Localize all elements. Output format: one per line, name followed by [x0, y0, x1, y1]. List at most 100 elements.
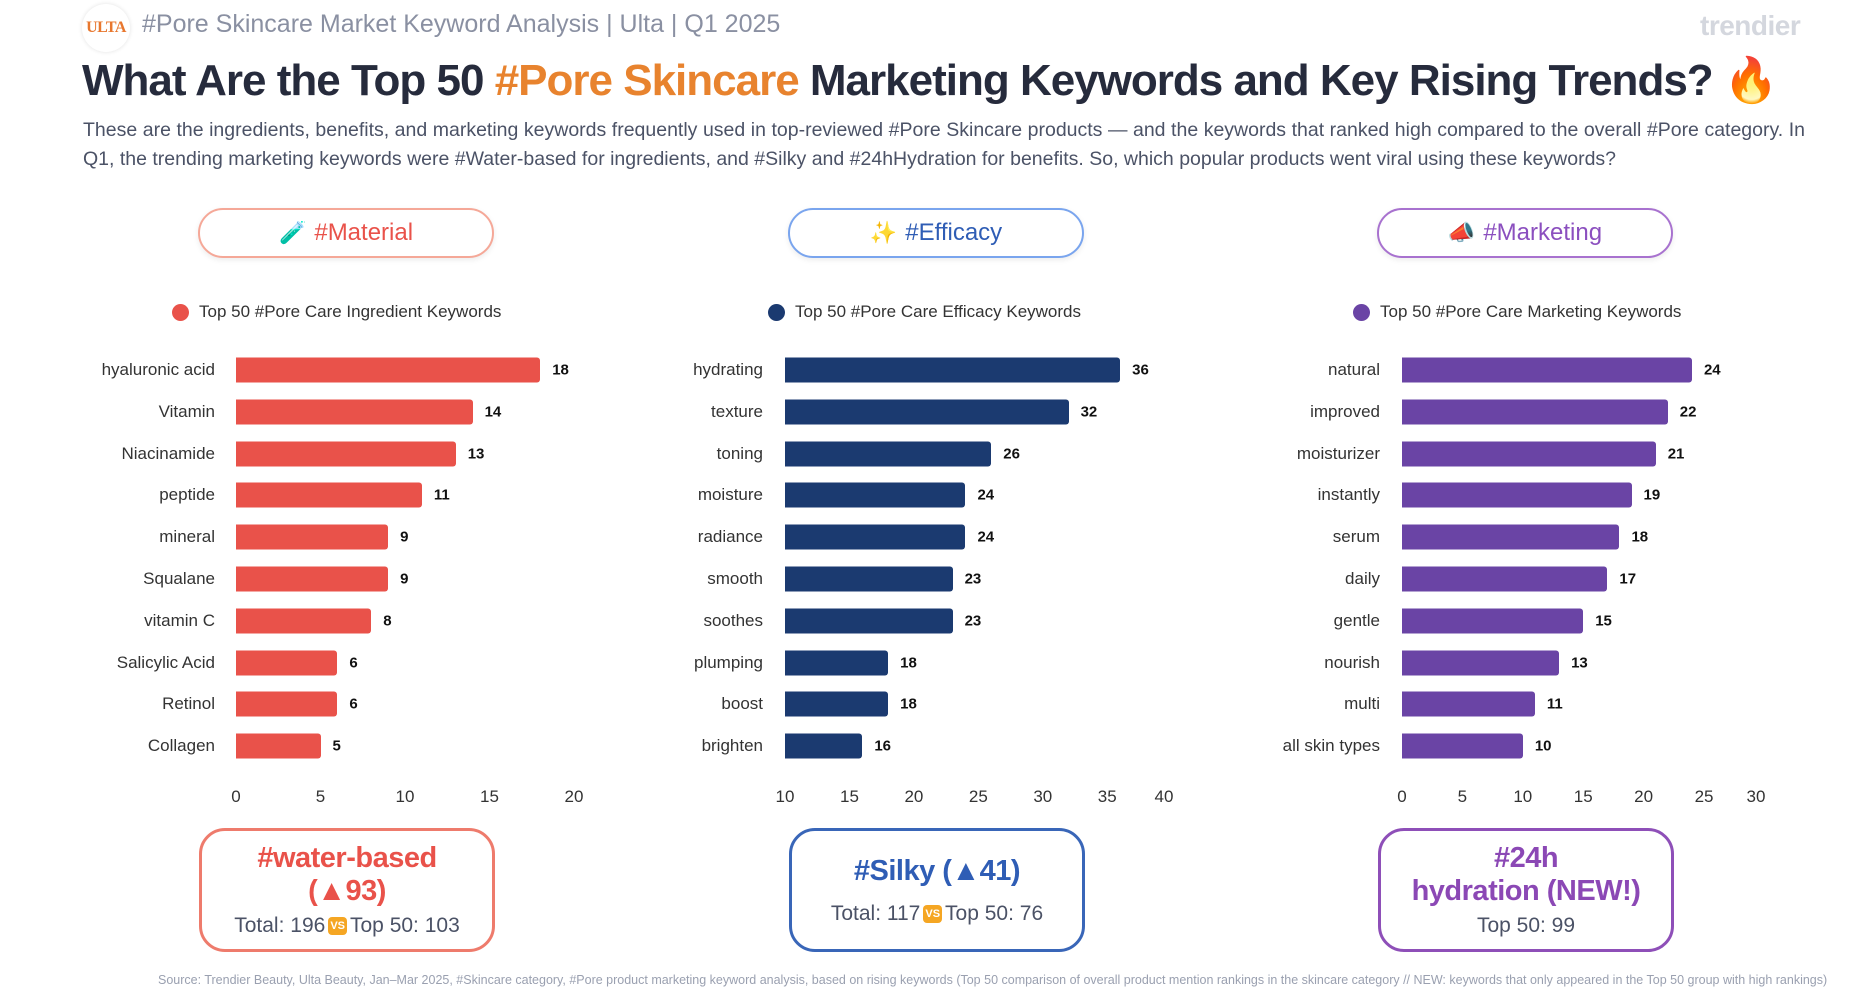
- title-part2: Marketing Keywords and Key Rising Trends…: [798, 56, 1724, 105]
- callout-top50: Top 50: 103: [350, 914, 460, 937]
- data-label: 8: [383, 612, 392, 630]
- bar: [236, 441, 456, 467]
- bar: [1402, 482, 1632, 508]
- data-label: 9: [400, 570, 409, 588]
- bar: [785, 524, 966, 550]
- data-label: 19: [1643, 486, 1661, 504]
- data-label: 18: [900, 654, 917, 672]
- callout-keyword: #Silky (▲41): [853, 854, 1021, 887]
- category-label: Niacinamide: [121, 443, 215, 463]
- category-label: plumping: [694, 652, 763, 672]
- bar: [785, 399, 1069, 425]
- data-label: 36: [1132, 361, 1149, 379]
- bar: [1402, 399, 1668, 425]
- data-label: 9: [400, 528, 409, 546]
- test-tube-icon: 🧪: [278, 220, 307, 245]
- ulta-logo: ULTA: [82, 4, 130, 52]
- callout-water-based: #water-based (▲93) Total: 196 VS Top 50:…: [199, 828, 495, 952]
- pill-material-label: #Material: [314, 219, 414, 246]
- data-label: 18: [552, 361, 569, 379]
- category-label: peptide: [159, 485, 215, 505]
- data-label: 6: [349, 654, 358, 672]
- category-label: daily: [1345, 569, 1380, 588]
- legend-label: Top 50 #Pore Care Efficacy Keywords: [795, 302, 1081, 321]
- data-label: 18: [1631, 528, 1649, 546]
- x-tick-label: 30: [1746, 787, 1766, 806]
- vs-icon: VS: [923, 904, 943, 923]
- data-label: 24: [977, 486, 995, 504]
- data-label: 13: [1571, 654, 1588, 672]
- category-label: improved: [1310, 401, 1380, 421]
- category-label: smooth: [707, 569, 763, 588]
- data-label: 17: [1619, 570, 1637, 588]
- legend-dot-icon: [768, 303, 785, 321]
- chart-legend: Top 50 #Pore Care Marketing Keywords: [1353, 302, 1681, 322]
- callout-keyword: #24h: [1493, 842, 1559, 874]
- bar: [785, 691, 889, 717]
- x-tick-label: 40: [1154, 787, 1174, 806]
- intro-paragraph: These are the ingredients, benefits, and…: [83, 119, 1805, 170]
- category-label: boost: [721, 694, 763, 714]
- category-label: multi: [1344, 694, 1380, 714]
- category-label: toning: [716, 443, 763, 463]
- x-tick-label: 15: [839, 787, 859, 806]
- sparkles-icon: ✨: [869, 220, 898, 245]
- legend-dot-icon: [172, 303, 189, 321]
- chart-legend: Top 50 #Pore Care Ingredient Keywords: [172, 302, 501, 322]
- category-label: all skin types: [1282, 736, 1380, 756]
- x-tick-label: 10: [395, 787, 415, 806]
- callout-24h-hydration: #24h hydration (NEW!) Top 50: 99: [1378, 828, 1674, 952]
- legend-dot-icon: [1353, 303, 1370, 321]
- category-label: serum: [1332, 527, 1380, 547]
- callout-top50: Top 50: 99: [1476, 914, 1576, 937]
- pill-marketing: 📣 #Marketing: [1377, 208, 1673, 258]
- callout-keyword-line2: hydration (NEW!): [1411, 875, 1641, 907]
- category-label: vitamin C: [144, 610, 215, 630]
- bar: [785, 566, 953, 592]
- callout-comparison: Total: 117 VS Top 50: 76: [831, 902, 1043, 926]
- data-label: 32: [1080, 403, 1098, 421]
- callout-comparison: Top 50: 99: [1477, 914, 1575, 938]
- bar: [236, 524, 389, 550]
- title-highlight: #Pore Skincare: [494, 56, 800, 105]
- x-tick-label: 15: [480, 787, 499, 806]
- category-label: Vitamin: [158, 401, 215, 421]
- bar: [785, 482, 966, 508]
- report-subtitle: #Pore Skincare Market Keyword Analysis |…: [142, 10, 781, 38]
- category-label: instantly: [1317, 485, 1380, 505]
- page-title: What Are the Top 50 #Pore Skincare Marke…: [82, 54, 1779, 106]
- data-label: 26: [1003, 445, 1020, 463]
- callout-keyword: #water-based: [257, 842, 437, 874]
- x-tick-label: 5: [315, 787, 326, 806]
- chart-legend: Top 50 #Pore Care Efficacy Keywords: [768, 302, 1081, 322]
- callout-total: Total: 117: [830, 901, 921, 925]
- bar: [1402, 441, 1656, 467]
- data-label: 21: [1667, 445, 1685, 463]
- x-tick-label: 30: [1033, 787, 1053, 806]
- data-label: 13: [467, 445, 485, 463]
- data-label: 10: [1534, 737, 1552, 755]
- pill-efficacy-label: #Efficacy: [905, 219, 1003, 246]
- data-label: 23: [964, 612, 982, 630]
- category-label: brighten: [701, 736, 763, 756]
- source-note: Source: Trendier Beauty, Ulta Beauty, Ja…: [158, 973, 1828, 987]
- category-label: mineral: [159, 527, 215, 547]
- category-label: gentle: [1333, 610, 1380, 630]
- bar: [785, 650, 889, 676]
- pill-marketing-label: #Marketing: [1483, 219, 1603, 246]
- bar: [1402, 357, 1692, 383]
- x-tick-label: 0: [1397, 787, 1407, 806]
- x-tick-label: 15: [1573, 787, 1593, 806]
- category-label: natural: [1328, 360, 1380, 379]
- data-label: 24: [1703, 361, 1721, 379]
- bar: [785, 608, 953, 634]
- category-label: moisturizer: [1296, 443, 1380, 463]
- callout-top50: Top 50: 76: [945, 901, 1044, 925]
- data-label: 11: [1546, 695, 1563, 713]
- bar: [1402, 733, 1523, 759]
- bar: [236, 650, 338, 676]
- bar: [236, 691, 338, 717]
- bar: [236, 357, 541, 383]
- title-part1: What Are the Top 50: [82, 56, 495, 105]
- bar: [785, 733, 863, 759]
